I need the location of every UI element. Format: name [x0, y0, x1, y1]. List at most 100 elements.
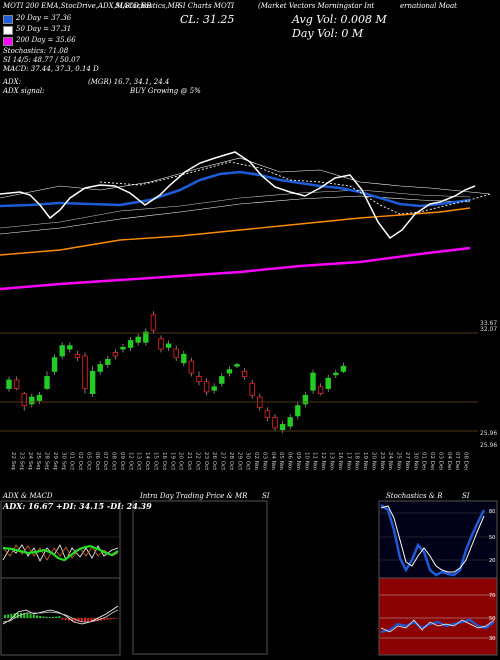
candle-body: [226, 369, 233, 374]
macd-bar: [109, 618, 112, 620]
stoch-d-line: [380, 505, 485, 573]
date-label: 01 Dec: [421, 452, 427, 470]
candlesticks: [6, 311, 347, 434]
macd-bar: [16, 613, 19, 618]
chart-title-mid: SI,Stochastics,MR: [115, 2, 181, 10]
date-label: 29 Sep: [52, 452, 58, 470]
candle-body: [135, 336, 141, 343]
price-label-3: 25.96: [480, 430, 498, 437]
candle-body: [13, 379, 20, 389]
macd-bar: [10, 613, 13, 618]
date-label: 10 Nov: [303, 452, 309, 470]
candle-body: [29, 396, 35, 405]
macd-bar: [42, 616, 45, 618]
date-label: 23 Sep: [18, 452, 24, 470]
date-label: 29 Oct: [236, 452, 242, 470]
candle-body: [279, 424, 286, 430]
mgr-value: (MGR) 16.7, 34.1, 24.4: [88, 78, 170, 86]
adx-di-minus: [2, 544, 119, 561]
date-label: 24 Nov: [387, 452, 393, 470]
candle-body: [219, 376, 225, 384]
macd-bar: [87, 618, 90, 622]
macd-bar: [64, 618, 67, 621]
candle-body: [67, 345, 73, 350]
macd-bar: [55, 616, 58, 618]
candle-body: [59, 345, 65, 357]
macd-bar: [100, 618, 102, 621]
date-label: 09 Oct: [119, 452, 125, 470]
date-label: 23 Nov: [379, 452, 385, 470]
date-label: 20 Oct: [178, 452, 184, 470]
ma20-label: 20 Day = 37.36: [16, 14, 72, 22]
intra-panel-si: SI: [262, 492, 270, 500]
date-label: 08 Oct: [111, 452, 117, 470]
date-label: 12 Oct: [127, 452, 133, 470]
rsi-tick-50: 50: [489, 616, 495, 622]
date-label: 05 Oct: [85, 452, 91, 470]
candle-body: [340, 365, 347, 372]
intra-panel-title: Intra Day Trading Price & MR: [140, 492, 248, 500]
adx-panel: [0, 500, 121, 579]
candle-body: [89, 370, 96, 395]
macd-bar: [39, 616, 42, 618]
candle-body: [158, 338, 164, 350]
candle-body: [97, 364, 103, 372]
candle-body: [21, 393, 27, 407]
macd-bar: [7, 614, 10, 618]
macd-bar: [36, 615, 38, 618]
si-value: SI 14/5: 48.77 / 50.07: [3, 56, 80, 64]
candle-body: [272, 417, 278, 429]
macd-panel: [0, 577, 121, 656]
date-label: 07 Oct: [102, 452, 108, 470]
candle-body: [241, 370, 248, 377]
ma-dashed: [99, 161, 491, 215]
date-label: 26 Oct: [211, 452, 217, 470]
candle-body: [203, 381, 210, 393]
macd-bar: [80, 618, 83, 622]
macd-bar: [90, 618, 93, 622]
macd-bar: [26, 613, 29, 618]
avg-volume: Avg Vol: 0.008 M: [292, 13, 387, 26]
date-label: 19 Oct: [169, 452, 175, 470]
candle-body: [264, 410, 271, 418]
candle-body: [51, 357, 58, 372]
adx-signal-label: ADX signal:: [3, 87, 45, 95]
ma20-line: [0, 151, 476, 240]
intraday-panel: [132, 500, 268, 655]
candle-body: [105, 358, 111, 365]
macd-bar: [20, 613, 22, 618]
adx-label: ADX:: [3, 78, 22, 86]
macd-bar: [61, 618, 64, 620]
date-label: 02 Nov: [253, 452, 259, 470]
ma200-swatch: [3, 37, 13, 46]
macd-bar: [112, 618, 115, 619]
date-label: 30 Sep: [60, 452, 66, 470]
stoch-tick-80: 80: [489, 509, 495, 515]
ma200-label: 200 Day = 35.66: [16, 36, 76, 44]
candle-body: [173, 348, 179, 359]
date-label: 27 Nov: [404, 452, 410, 470]
stoch-panel-title: Stochastics & R: [386, 492, 443, 500]
date-label: 07 Dec: [454, 452, 460, 470]
candle-body: [295, 405, 301, 417]
candle-body: [196, 376, 202, 383]
bb-mid: [0, 189, 471, 229]
candle-body: [36, 394, 43, 401]
candle-body: [317, 386, 324, 395]
candle-body: [211, 386, 217, 391]
date-label: 03 Nov: [261, 452, 267, 470]
date-label: 16 Nov: [337, 452, 343, 470]
candle-body: [302, 394, 309, 405]
date-label: 25 Nov: [396, 452, 402, 470]
candle-body: [44, 376, 50, 389]
date-label: 16 Oct: [161, 452, 167, 470]
date-label: 25 Sep: [35, 452, 41, 470]
date-label: 24 Sep: [27, 452, 33, 470]
buy-signal: BUY Growing @ 5%: [130, 87, 201, 95]
candle-body: [165, 343, 172, 348]
stochastics-value: Stochastics: 71.08: [3, 47, 69, 55]
macd-bar: [96, 618, 99, 622]
macd-bar: [32, 614, 35, 618]
rsi-tick-70: 70: [489, 593, 495, 599]
date-label: 02 Dec: [429, 452, 435, 470]
